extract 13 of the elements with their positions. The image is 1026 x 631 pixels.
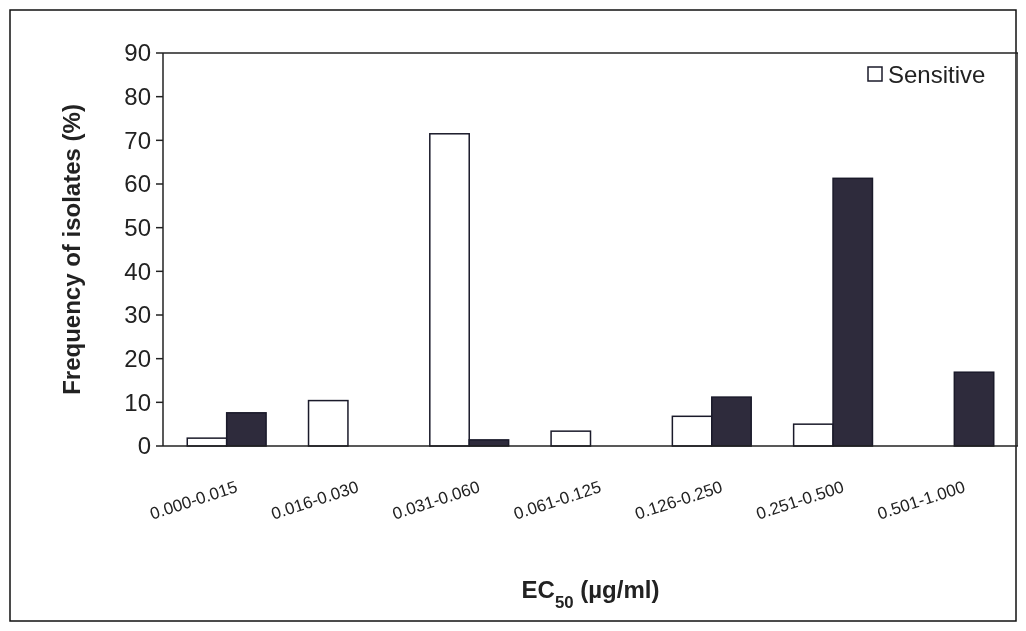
y-axis-title: Frequency of isolates (%) bbox=[58, 104, 85, 395]
y-tick-label: 40 bbox=[124, 257, 151, 285]
y-tick-label: 80 bbox=[124, 83, 151, 111]
y-tick-label: 0 bbox=[137, 432, 151, 460]
y-tick-label: 50 bbox=[124, 214, 151, 242]
y-tick-label: 60 bbox=[124, 170, 151, 198]
legend-label: Sensitive bbox=[888, 61, 986, 89]
y-tick-label: 30 bbox=[124, 301, 151, 329]
x-axis-title: EC$_{50}$ (µg/ml) bbox=[521, 576, 660, 612]
y-tick-label: 10 bbox=[124, 388, 151, 416]
y-tick-label: 20 bbox=[124, 345, 151, 373]
y-tick-label: 70 bbox=[124, 126, 151, 154]
y-tick-label: 90 bbox=[124, 39, 151, 67]
